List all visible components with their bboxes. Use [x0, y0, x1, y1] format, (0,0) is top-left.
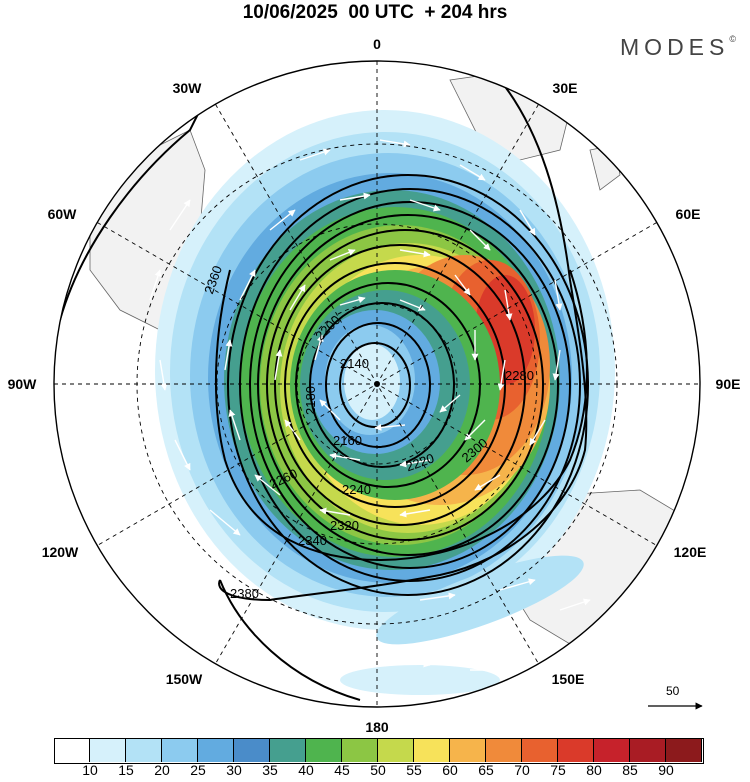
lon-label-30w: 30W [173, 80, 203, 96]
colorbar-cell [450, 738, 486, 762]
colorbar-cell [594, 738, 630, 762]
lon-label-120w: 120W [42, 544, 79, 560]
lon-label-30e: 30E [553, 80, 578, 96]
colorbar-cell [162, 738, 198, 762]
map-boundary [53, 60, 701, 708]
contour-label-2240: 2240 [342, 482, 371, 497]
colorbar-cell [198, 738, 234, 762]
lon-label-90w: 90W [8, 376, 38, 392]
colorbar-cell [54, 738, 90, 762]
lon-label-90e: 90E [716, 376, 741, 392]
colorbar-tick-label: 15 [118, 762, 134, 778]
colorbar-tick-label: 90 [658, 762, 674, 778]
copyright-mark: © [729, 34, 736, 44]
contour-label-2160: 2160 [333, 433, 362, 448]
colorbar-cell [666, 738, 702, 762]
colorbar-cell [126, 738, 162, 762]
polar-jet-map: 2140 2160 2180 2200 2220 2240 2260 2280 … [8, 36, 741, 735]
colorbar-tick-label: 45 [334, 762, 350, 778]
lon-label-60e: 60E [676, 206, 701, 222]
lon-label-150w: 150W [166, 671, 203, 687]
lon-label-120e: 120E [674, 544, 707, 560]
colorbar-tick-label: 25 [190, 762, 206, 778]
colorbar-tick-label: 20 [154, 762, 170, 778]
contour-label-2340: 2340 [298, 533, 327, 548]
contour-label-2320: 2320 [330, 518, 359, 533]
brand-logo: MODES© [620, 34, 736, 61]
contour-label-2280: 2280 [505, 368, 534, 383]
colorbar-tick-label: 75 [550, 762, 566, 778]
lon-label-150e: 150E [552, 671, 585, 687]
wind-vectors [149, 139, 591, 674]
colorbar-cell [486, 738, 522, 762]
longitude-labels: 0 30E 60E 90E 120E 150E 180 150W 120W 90… [8, 36, 741, 735]
lon-label-60w: 60W [48, 206, 78, 222]
south-pole-marker [374, 381, 380, 387]
colorbar-tick-label: 60 [442, 762, 458, 778]
colorbar-tick-label: 10 [82, 762, 98, 778]
geopotential-contours [59, 79, 589, 701]
colorbar-cell [522, 738, 558, 762]
colorbar-cell [378, 738, 414, 762]
colorbar-cell [558, 738, 594, 762]
colorbar-frame [54, 738, 704, 764]
colorbar-cell [90, 738, 126, 762]
colorbar-tick-label: 70 [514, 762, 530, 778]
map-disc [59, 69, 691, 701]
reference-vector-label: 50 [666, 684, 680, 698]
contour-label-2180: 2180 [303, 386, 318, 415]
colorbar-tick-label: 85 [622, 762, 638, 778]
contour-label-2140: 2140 [340, 356, 369, 371]
colorbar [54, 738, 704, 764]
colorbar-tick-label: 30 [226, 762, 242, 778]
colorbar-tick-label: 65 [478, 762, 494, 778]
colorbar-tick-label: 50 [370, 762, 386, 778]
colorbar-cell [234, 738, 270, 762]
colorbar-cell [414, 738, 450, 762]
colorbar-tick-label: 80 [586, 762, 602, 778]
colorbar-cell [306, 738, 342, 762]
lon-label-180: 180 [365, 719, 389, 735]
colorbar-cell [342, 738, 378, 762]
contour-label-2380: 2380 [230, 586, 259, 601]
colorbar-tick-label: 35 [262, 762, 278, 778]
colorbar-tick-label: 40 [298, 762, 314, 778]
colorbar-cell [630, 738, 666, 762]
lon-label-0: 0 [373, 36, 381, 52]
map-title: 10/06/2025 00 UTC + 204 hrs [242, 2, 508, 23]
colorbar-cell [270, 738, 306, 762]
colorbar-tick-label: 55 [406, 762, 422, 778]
brand-name: MODES [620, 34, 730, 60]
